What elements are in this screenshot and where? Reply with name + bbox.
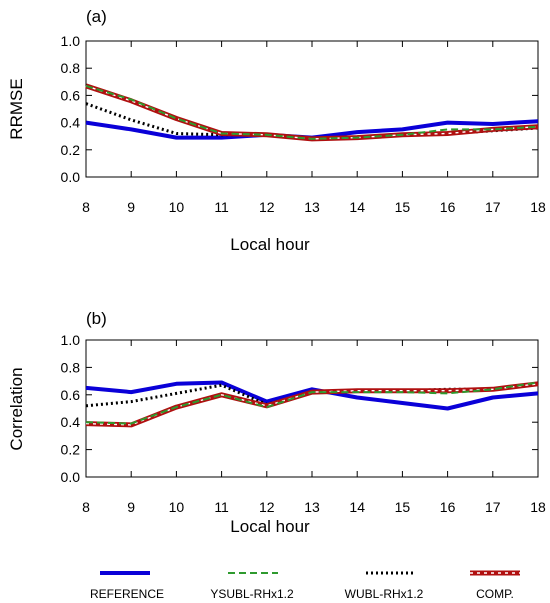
x-tick-label: 12 bbox=[259, 199, 275, 215]
x-tick-label: 9 bbox=[127, 199, 135, 215]
x-tick-label: 10 bbox=[169, 199, 185, 215]
y-tick-label: 1.0 bbox=[61, 33, 81, 49]
x-tick-label: 18 bbox=[530, 499, 546, 515]
x-tick-label: 15 bbox=[395, 199, 411, 215]
x-axis-title-b: Local hour bbox=[230, 517, 310, 536]
x-tick-label: 11 bbox=[214, 199, 229, 215]
y-tick-label: 0.4 bbox=[61, 414, 81, 430]
y-tick-label: 0.2 bbox=[61, 142, 81, 158]
x-tick-label: 15 bbox=[395, 499, 411, 515]
y-axis-title-a: RRMSE bbox=[7, 78, 26, 139]
legend: REFERENCE YSUBL-RHx1.2 WUBL-RHx1.2 COMP. bbox=[90, 570, 520, 601]
legend-label-wubl: WUBL-RHx1.2 bbox=[345, 587, 424, 601]
panel-b: (b) Local hour Correlation 0.0 0.2 0.4 0.6 0… bbox=[7, 309, 546, 536]
series-line-ysubl bbox=[85, 84, 539, 140]
series-line-wubl bbox=[85, 382, 539, 408]
series-line-ysubl bbox=[85, 381, 539, 425]
x-tick-label: 11 bbox=[214, 499, 229, 515]
y-tick-label: 0.0 bbox=[61, 469, 81, 485]
x-tick-label: 10 bbox=[169, 499, 185, 515]
y-tick-label: 0.8 bbox=[61, 359, 81, 375]
plot-frame bbox=[85, 339, 539, 478]
x-axis-title-a: Local hour bbox=[230, 235, 310, 254]
x-tick-label: 18 bbox=[530, 199, 546, 215]
x-tick-label: 8 bbox=[82, 199, 90, 215]
panel-a: (a) Local hour RRMSE 0.0 0.2 0.4 0.6 0.8 1.0 8… bbox=[7, 7, 546, 254]
x-tick-label: 14 bbox=[349, 499, 365, 515]
x-tick-label: 14 bbox=[349, 199, 365, 215]
y-tick-label: 1.0 bbox=[61, 332, 81, 348]
y-tick-label: 0.4 bbox=[61, 115, 81, 131]
legend-label-reference: REFERENCE bbox=[90, 587, 164, 601]
x-tick-label: 16 bbox=[440, 499, 456, 515]
x-tick-label: 9 bbox=[127, 499, 135, 515]
panel-label-b: (b) bbox=[86, 309, 107, 328]
series-line-comp-overlay bbox=[85, 85, 539, 140]
y-tick-label: 0.2 bbox=[61, 442, 81, 458]
legend-label-ysubl: YSUBL-RHx1.2 bbox=[210, 587, 294, 601]
y-tick-label: 0.6 bbox=[61, 387, 81, 403]
y-tick-label: 0.0 bbox=[61, 169, 81, 185]
x-tick-label: 13 bbox=[304, 199, 320, 215]
x-tick-label: 17 bbox=[485, 199, 501, 215]
x-tick-label: 13 bbox=[304, 499, 320, 515]
x-tick-label: 8 bbox=[82, 499, 90, 515]
y-tick-label: 0.6 bbox=[61, 87, 81, 103]
y-axis-title-b: Correlation bbox=[7, 367, 26, 450]
series-line-reference bbox=[85, 380, 539, 411]
panel-label-a: (a) bbox=[86, 7, 107, 26]
legend-label-comp: COMP. bbox=[476, 587, 514, 601]
x-tick-label: 12 bbox=[259, 499, 275, 515]
x-tick-label: 17 bbox=[485, 499, 501, 515]
x-tick-label: 16 bbox=[440, 199, 456, 215]
y-tick-label: 0.8 bbox=[61, 60, 81, 76]
